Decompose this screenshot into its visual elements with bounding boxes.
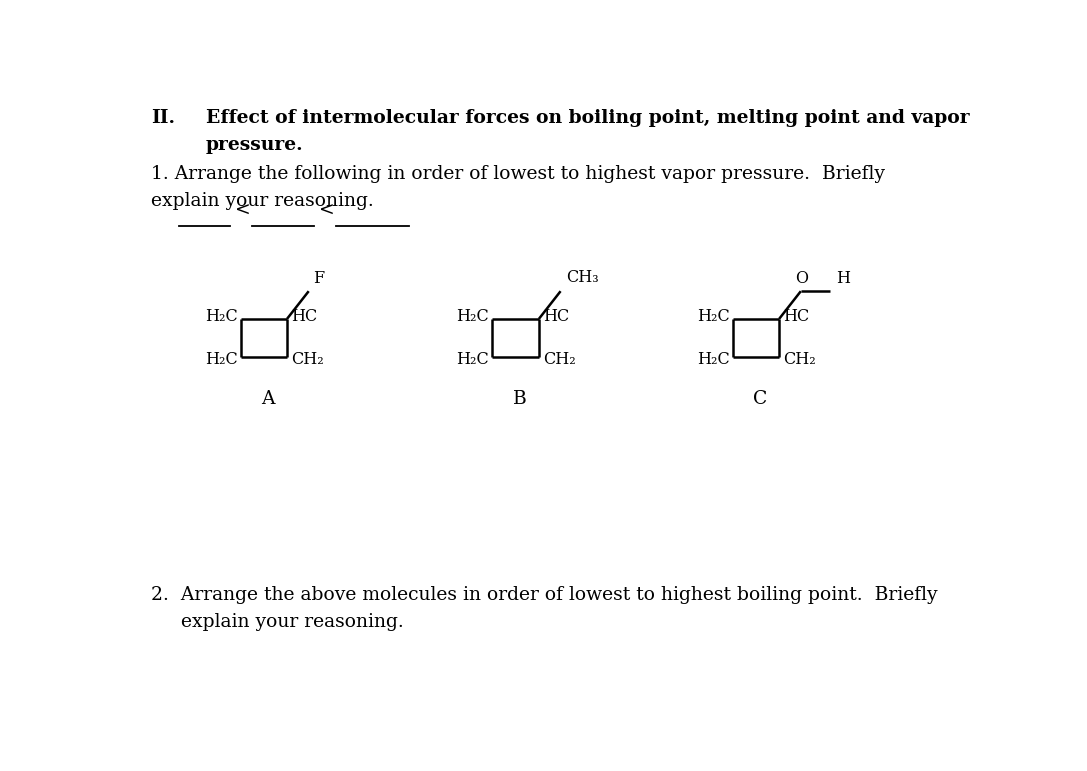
Text: B: B bbox=[513, 389, 526, 408]
Text: 1. Arrange the following in order of lowest to highest vapor pressure.  Briefly: 1. Arrange the following in order of low… bbox=[151, 165, 886, 183]
Text: II.: II. bbox=[151, 109, 175, 126]
Text: H₂C: H₂C bbox=[457, 308, 489, 325]
Text: O: O bbox=[795, 271, 808, 288]
Text: pressure.: pressure. bbox=[205, 136, 303, 153]
Text: <: < bbox=[318, 202, 335, 221]
Text: H: H bbox=[836, 271, 850, 288]
Text: F: F bbox=[313, 270, 325, 287]
Text: H₂C: H₂C bbox=[204, 308, 237, 325]
Text: CH₃: CH₃ bbox=[566, 269, 599, 286]
Text: CH₂: CH₂ bbox=[783, 352, 815, 369]
Text: explain your reasoning.: explain your reasoning. bbox=[180, 613, 403, 631]
Text: CH₂: CH₂ bbox=[542, 352, 575, 369]
Text: C: C bbox=[752, 389, 767, 408]
Text: H₂C: H₂C bbox=[697, 352, 729, 369]
Text: explain your reasoning.: explain your reasoning. bbox=[151, 192, 374, 210]
Text: 2.  Arrange the above molecules in order of lowest to highest boiling point.  Br: 2. Arrange the above molecules in order … bbox=[151, 586, 938, 604]
Text: <: < bbox=[235, 202, 251, 221]
Text: HC: HC bbox=[291, 308, 317, 325]
Text: A: A bbox=[261, 389, 274, 408]
Text: H₂C: H₂C bbox=[457, 352, 489, 369]
Text: H₂C: H₂C bbox=[204, 352, 237, 369]
Text: Effect of intermolecular forces on boiling point, melting point and vapor: Effect of intermolecular forces on boili… bbox=[205, 109, 970, 126]
Text: HC: HC bbox=[783, 308, 809, 325]
Text: H₂C: H₂C bbox=[697, 308, 729, 325]
Text: CH₂: CH₂ bbox=[291, 352, 324, 369]
Text: HC: HC bbox=[542, 308, 569, 325]
